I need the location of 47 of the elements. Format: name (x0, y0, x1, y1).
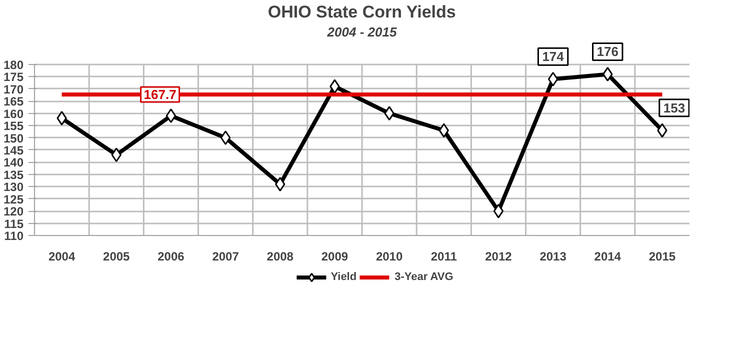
chart-title: OHIO State Corn Yields (268, 2, 456, 22)
point (56, 110, 67, 126)
data-label: 176 (596, 44, 618, 60)
y-tick-label: 145 (3, 143, 24, 158)
x-tick-label: 2009 (321, 250, 348, 264)
x-tick-label: 2012 (485, 250, 512, 264)
x-tick-label: 2011 (430, 250, 458, 264)
y-tick-label: 180 (3, 58, 24, 72)
y-tick-label: 165 (3, 94, 24, 109)
legend-label: Yield (330, 271, 357, 283)
point (602, 66, 613, 82)
x-tick-label: 2015 (648, 250, 676, 264)
point (111, 148, 122, 162)
y-tick-label: 135 (3, 168, 24, 182)
point (493, 204, 504, 218)
y-tick-label: 120 (3, 204, 24, 219)
y-tick-label: 115 (4, 216, 24, 231)
data-label: 174 (542, 49, 565, 64)
x-tick-label: 2005 (103, 250, 130, 264)
point (438, 123, 449, 138)
chart-subtitle: 2004 - 2015 (326, 24, 398, 40)
point (166, 108, 176, 124)
point (330, 79, 340, 94)
point (275, 176, 286, 192)
y-tick-label: 110 (4, 229, 24, 243)
x-tick-label: 2008 (266, 250, 294, 264)
x-tick-label: 2004 (48, 250, 76, 264)
legend-label: 3-Year AVG (394, 271, 454, 283)
y-tick-label: 160 (3, 106, 24, 121)
y-tick-label: 125 (3, 192, 24, 206)
x-tick-label: 2006 (158, 250, 185, 264)
y-tick-label: 175 (3, 70, 24, 84)
y-tick-label: 130 (3, 180, 24, 194)
point (220, 130, 231, 146)
data-label: 153 (663, 100, 686, 116)
point (548, 72, 558, 86)
y-tick-label: 155 (3, 119, 24, 134)
x-tick-label: 2007 (212, 250, 240, 264)
x-tick-label: 2014 (594, 250, 622, 264)
y-tick-label: 170 (3, 82, 24, 96)
annotation: 167.7 (144, 87, 176, 102)
x-tick-label: 2013 (540, 250, 567, 264)
y-tick-label: 150 (3, 131, 24, 146)
point (657, 123, 668, 138)
point (384, 106, 394, 121)
y-tick-label: 140 (3, 156, 24, 170)
x-tick-label: 2010 (376, 250, 403, 264)
